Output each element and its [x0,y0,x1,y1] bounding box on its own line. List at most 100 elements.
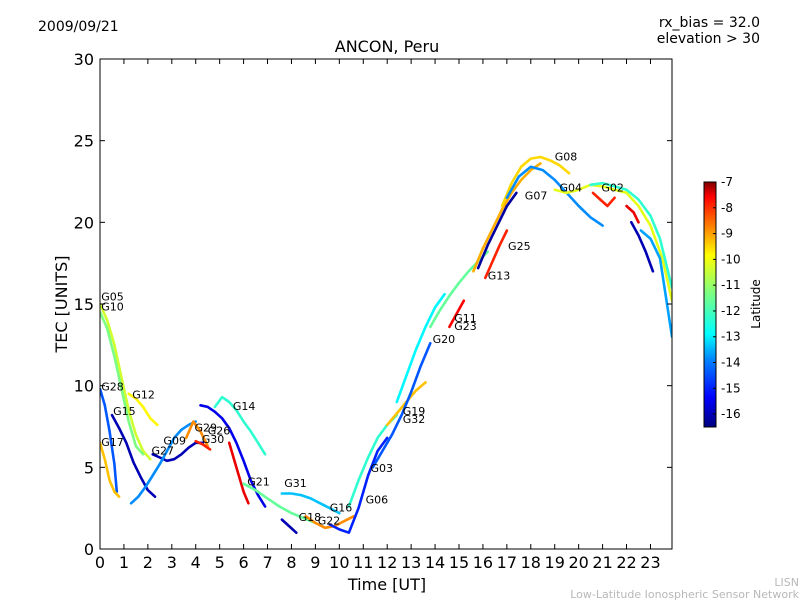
series-layer [100,155,672,535]
satellite-label-g05: G05 [101,291,124,304]
series-line-g30 [194,439,212,451]
satellite-label-g28: G28 [101,381,124,394]
colorbar-tick-label: -16 [721,407,741,421]
plot-area [100,59,672,549]
series-line [629,221,655,273]
series-line-g16 [304,514,356,530]
series-line-g08 [500,155,571,208]
colorbar-ticks: -7 -8 -9 -10 -11 -12 -13 -14 -15 -16 [713,175,741,421]
satellite-label-g22: G22 [318,515,341,528]
satellite-label-g21: G21 [247,475,270,488]
series-line-g27 [129,420,197,505]
x-tick-label: 5 [215,553,225,572]
x-tick-label: 10 [329,553,349,572]
chart-title: ANCON, Peru [335,37,439,56]
series-line [589,181,672,290]
series-line-g21 [227,441,250,505]
series-line-g10 [100,310,145,456]
series-line-g14 [213,395,267,456]
series-line-g25 [472,162,542,273]
elevation-label: elevation > 30 [657,31,760,47]
satellite-label-g15: G15 [113,405,136,418]
y-tick-label: 15 [74,295,94,314]
satellite-label-g20: G20 [433,333,456,346]
satellite-label-g04: G04 [560,181,583,194]
satellite-label-g13: G13 [488,270,511,283]
y-tick-label: 0 [84,540,94,559]
y-axis: 0 5 10 15 20 25 30 [74,50,672,559]
satellite-label-g30: G30 [202,433,225,446]
series-line-g22 [280,518,298,535]
series-line-g05 [100,302,152,461]
satellite-label-g18: G18 [299,511,322,524]
series-line-g29 [184,420,209,448]
credit-lisn: LISN [774,576,799,589]
x-tick-label: 11 [353,553,373,572]
satellite-label-g16: G16 [330,501,353,514]
y-tick-label: 10 [74,377,94,396]
x-tick-label: 0 [95,553,105,572]
series-line-g17 [100,441,121,499]
colorbar-tick-label: -14 [721,356,741,370]
y-tick-label: 5 [84,458,94,477]
satellite-label-g31: G31 [284,477,307,490]
colorbar-tick-label: -10 [721,252,741,266]
series-line-g06 [328,436,389,535]
x-tick-label: 2 [143,553,153,572]
colorbar-tick-label: -9 [721,227,733,241]
x-tick-label: 16 [473,553,493,572]
series-line-g26 [199,403,267,508]
x-axis: 0 1 2 3 4 5 6 7 8 9 10 11 12 13 14 15 16 17 18 19 20 21 22 23 [95,59,661,572]
colorbar-tick-label: -7 [721,175,733,189]
rx-bias-label: rx_bias = 32.0 [659,15,760,31]
satellite-label-g12: G12 [132,389,155,402]
series-line [639,229,672,339]
satellite-label-g29: G29 [195,421,218,434]
colorbar-tick-label: -13 [721,330,741,344]
colorbar-tick-label: -11 [721,278,741,292]
satellite-label-g32: G32 [403,413,426,426]
series-line [625,204,640,224]
satellite-label-g07: G07 [525,189,548,202]
satellite-label-g14: G14 [233,400,256,413]
x-tick-label: 19 [545,553,565,572]
colorbar-label: Latitude [749,279,763,328]
satellite-label-g02: G02 [601,181,624,194]
satellite-label-g11: G11 [454,312,477,325]
series-line-g09 [151,441,205,463]
series-line-g07 [476,191,518,270]
x-axis-label: Time [UT] [347,575,426,594]
date-label: 2009/09/21 [38,19,119,35]
satellite-label-g26: G26 [208,425,231,438]
satellite-label-g03: G03 [370,462,393,475]
satellite-label-g17: G17 [101,436,124,449]
satellite-label-g06: G06 [366,493,389,506]
series-line-g02 [553,183,672,303]
x-tick-label: 3 [167,553,177,572]
satellite-label-g19: G19 [403,405,426,418]
x-tick-label: 9 [310,553,320,572]
colorbar-tick-label: -8 [721,201,733,215]
series-line-g32 [371,341,432,469]
satellite-label-g23: G23 [454,320,477,333]
x-tick-label: 13 [401,553,421,572]
x-tick-label: 12 [377,553,397,572]
satellite-label-g27: G27 [151,444,174,457]
series-line-g20 [395,292,446,404]
y-tick-label: 25 [74,132,94,151]
y-tick-label: 30 [74,50,94,69]
y-axis-label: TEC [UNITS] [52,256,71,354]
satellite-label-g25: G25 [508,240,531,253]
x-tick-label: 15 [449,553,469,572]
series-line-g15 [110,413,157,499]
x-tick-label: 21 [592,553,612,572]
x-tick-label: 4 [191,553,201,572]
x-tick-label: 22 [616,553,636,572]
series-line-g23 [448,299,466,329]
series-line [591,191,616,208]
x-tick-label: 14 [425,553,445,572]
x-tick-label: 23 [640,553,660,572]
series-line-g12 [127,392,159,427]
satellite-label-g08: G08 [555,150,578,163]
